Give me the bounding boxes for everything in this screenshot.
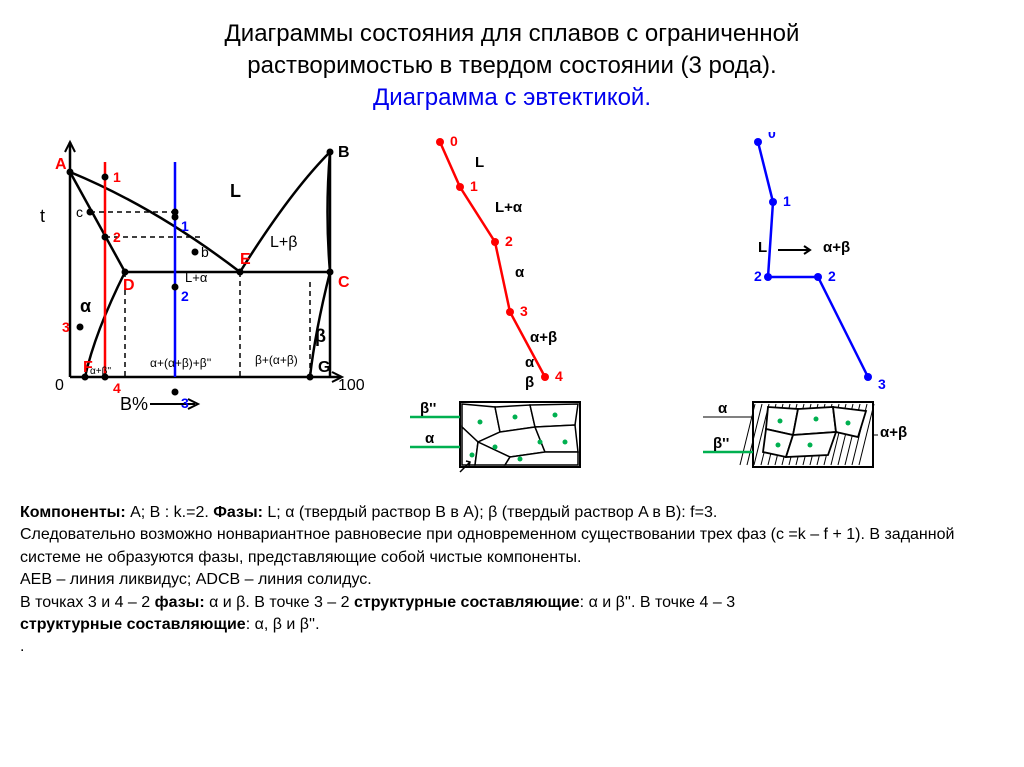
svg-text:0: 0	[55, 377, 64, 394]
svg-text:α: α	[718, 400, 728, 417]
svg-text:α: α	[80, 296, 91, 316]
svg-text:2: 2	[754, 268, 762, 284]
svg-text:4: 4	[113, 380, 121, 396]
description-text: Компоненты: A; B : k.=2. Фазы: L; α (тве…	[20, 502, 1004, 659]
svg-text:1: 1	[783, 193, 791, 209]
desc-fazy: Фазы:	[213, 504, 263, 521]
svg-text:D: D	[123, 277, 135, 294]
svg-text:β+(α+β): β+(α+β)	[255, 353, 298, 367]
svg-text:α: α	[515, 264, 525, 281]
svg-text:β: β	[525, 374, 534, 391]
svg-text:2: 2	[828, 268, 836, 284]
diagrams-row: tB%0100ABCDEFG1234123cbLL+αL+βαβα+β''α+(…	[20, 132, 1004, 482]
svg-text:0: 0	[768, 132, 776, 141]
svg-text:1: 1	[470, 178, 478, 194]
svg-text:α+β'': α+β''	[90, 366, 111, 377]
svg-text:2: 2	[505, 233, 513, 249]
svg-text:2: 2	[181, 288, 189, 304]
title-line2: растворимостью в твердом состоянии (3 ро…	[20, 52, 1004, 80]
svg-text:β'': β''	[420, 400, 436, 417]
svg-text:C: C	[338, 274, 350, 291]
svg-text:B: B	[338, 144, 350, 161]
svg-text:α: α	[525, 354, 535, 371]
subtitle: Диаграмма с эвтектикой.	[20, 84, 1004, 112]
cooling-red-block: 01234LL+ααα+βαβ β''α	[400, 132, 678, 482]
cooling-blue-block: 0 1 2 2 3 Lα+β α β'' α+β	[698, 132, 1004, 482]
svg-text:L: L	[758, 239, 767, 256]
svg-text:0: 0	[450, 133, 458, 149]
svg-text:α+(α+β)+β'': α+(α+β)+β''	[150, 356, 211, 370]
desc-komp: Компоненты:	[20, 504, 126, 521]
svg-text:α: α	[425, 430, 435, 447]
svg-text:c: c	[76, 204, 83, 220]
phase-diagram: tB%0100ABCDEFG1234123cbLL+αL+βαβα+β''α+(…	[20, 132, 380, 447]
svg-text:4: 4	[555, 368, 563, 384]
svg-text:L: L	[230, 181, 241, 201]
svg-text:G: G	[318, 359, 330, 376]
svg-text:1: 1	[113, 169, 121, 185]
svg-text:3: 3	[520, 303, 528, 319]
svg-text:3: 3	[181, 395, 189, 411]
svg-text:B%: B%	[120, 394, 148, 414]
svg-text:1: 1	[181, 218, 189, 234]
svg-text:β'': β''	[713, 435, 729, 452]
svg-text:L+α: L+α	[185, 270, 208, 285]
svg-text:α+β: α+β	[823, 239, 850, 256]
svg-text:L+α: L+α	[495, 199, 523, 216]
svg-text:2: 2	[113, 229, 121, 245]
svg-text:3: 3	[878, 376, 886, 392]
svg-text:b: b	[201, 244, 209, 260]
svg-text:α+β: α+β	[880, 424, 907, 441]
svg-text:E: E	[240, 251, 251, 268]
svg-text:β: β	[315, 326, 326, 346]
svg-text:L+β: L+β	[270, 234, 297, 251]
svg-text:L: L	[475, 154, 484, 171]
svg-text:α+β: α+β	[530, 329, 557, 346]
svg-text:A: A	[55, 156, 67, 173]
svg-text:100: 100	[338, 377, 365, 394]
svg-text:3: 3	[62, 319, 70, 335]
title-line1: Диаграммы состояния для сплавов с ограни…	[20, 20, 1004, 48]
svg-text:t: t	[40, 206, 45, 226]
